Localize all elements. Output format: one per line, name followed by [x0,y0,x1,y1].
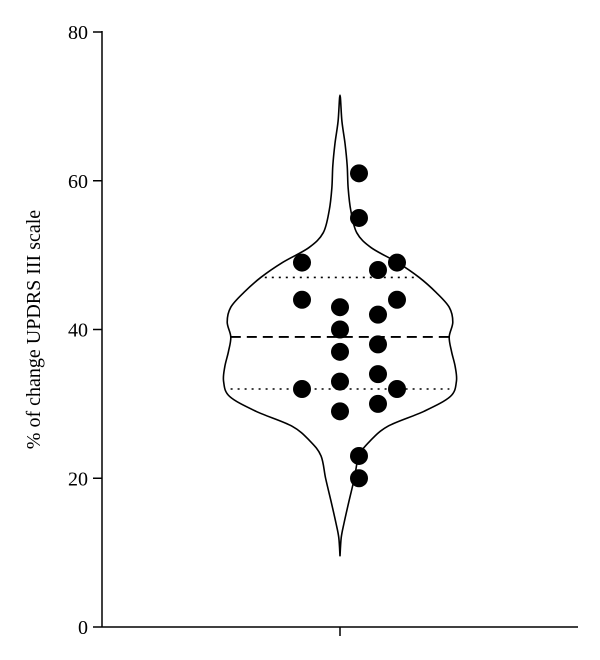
data-point [350,446,368,465]
x-axis [102,626,578,636]
y-axis-title: % of change UPDRS III scale [23,210,45,449]
data-points [293,164,406,488]
data-point [331,298,349,317]
data-point [388,290,406,309]
data-point [350,164,368,183]
data-point [331,320,349,339]
y-tick-label: 80 [68,22,88,44]
data-point [369,365,387,384]
data-point [293,253,311,272]
data-point [331,402,349,421]
y-tick-label: 0 [78,617,88,639]
data-point [331,372,349,391]
y-tick-label: 40 [68,320,88,342]
data-point [350,208,368,227]
y-tick-label: 60 [68,171,88,193]
data-point [369,305,387,324]
violin-outline [222,94,458,557]
data-point [350,469,368,488]
data-point [293,290,311,309]
data-point [369,335,387,354]
data-point [331,342,349,361]
y-tick-label: 20 [68,468,88,490]
data-point [369,394,387,413]
y-axis: 0 20 40 60 80 [68,22,103,639]
violin-plot [222,94,458,557]
data-point [388,253,406,272]
data-point [369,261,387,279]
data-point [293,380,311,398]
data-point [388,380,406,398]
